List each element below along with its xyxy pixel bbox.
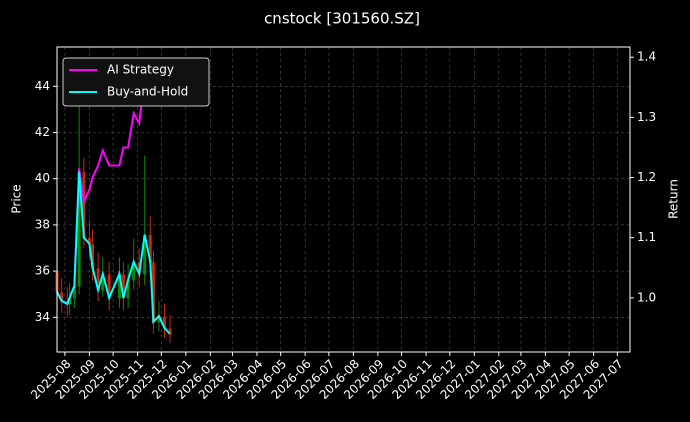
candle-body — [117, 274, 121, 299]
candle-body — [96, 268, 100, 291]
candle-body — [148, 235, 152, 263]
legend-label: Buy-and-Hold — [107, 85, 188, 99]
y2-tick-label: 1.4 — [637, 50, 656, 64]
plot-frame — [56, 46, 631, 353]
candle-body — [157, 316, 161, 323]
y-tick-label: 36 — [35, 264, 50, 278]
candle-body — [91, 244, 95, 269]
candle-body — [168, 328, 172, 335]
y2-tick-label: 1.0 — [637, 290, 656, 304]
candle-body — [72, 286, 76, 299]
y2-tick-label: 1.3 — [637, 110, 656, 124]
candle-body — [121, 274, 125, 299]
candle-body — [60, 292, 64, 302]
y2-tick-label: 1.1 — [637, 230, 656, 244]
legend-label: AI Strategy — [107, 63, 174, 77]
chart-title: cnstock [301560.SZ] — [264, 10, 420, 28]
candle-body — [77, 172, 81, 287]
legend-box — [62, 57, 210, 107]
legend: AI Strategy Buy-and-Hold — [62, 57, 210, 107]
candle-body — [68, 298, 72, 305]
y-tick-label: 44 — [35, 79, 50, 93]
y2-tick-label: 1.2 — [637, 170, 656, 184]
candle-body — [82, 172, 86, 239]
series-line — [56, 171, 171, 335]
candle-body — [162, 316, 166, 329]
y-tick-label: 34 — [35, 310, 50, 324]
candle-body — [101, 274, 105, 291]
y-axis-label: Price — [10, 184, 24, 213]
candle-body — [143, 235, 147, 275]
candle-body — [107, 274, 111, 299]
y-tick-label: 38 — [35, 217, 50, 231]
y-tick-label: 42 — [35, 125, 50, 139]
candle-body — [132, 262, 136, 281]
candle-body — [87, 238, 91, 245]
y2-axis-label: Return — [667, 179, 681, 219]
y-tick-label: 40 — [35, 171, 50, 185]
candle-body — [151, 262, 155, 323]
candle-body — [126, 280, 130, 299]
